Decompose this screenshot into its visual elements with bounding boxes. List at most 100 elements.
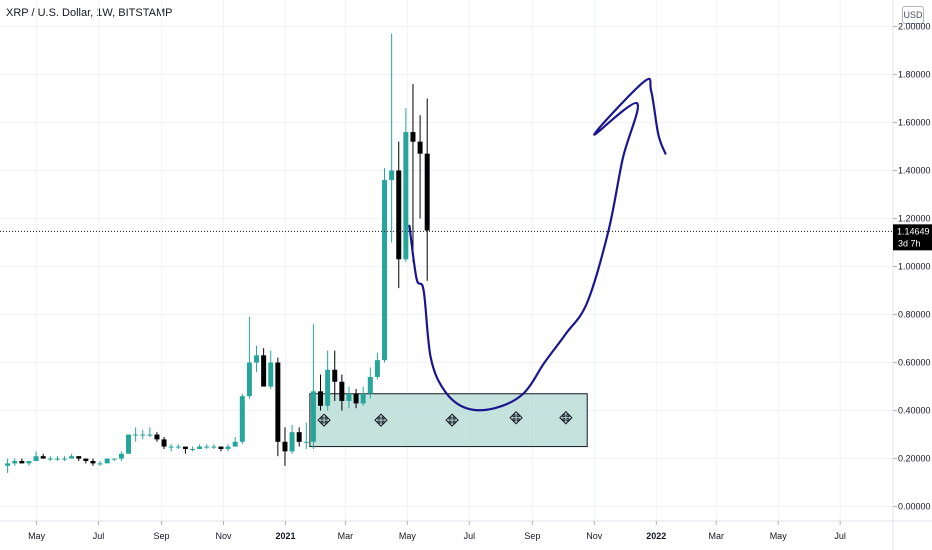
x-tick-label: 2022	[646, 531, 666, 541]
candle-body	[389, 170, 395, 181]
x-tick-label: May	[399, 531, 417, 541]
candle-body	[289, 432, 295, 452]
candle	[26, 460, 32, 466]
support-zone-layer	[309, 393, 588, 448]
marker-arrows	[559, 411, 573, 425]
marker-arrows	[445, 413, 459, 427]
candle-body	[232, 441, 238, 447]
candle	[104, 458, 110, 464]
candle	[19, 458, 25, 464]
candle	[389, 33, 395, 243]
four-way-arrow-icon	[445, 413, 459, 427]
candle-body	[417, 141, 423, 154]
candle	[232, 436, 238, 447]
candle-body	[154, 434, 160, 440]
candle	[190, 446, 196, 452]
candle-body	[282, 441, 288, 452]
candle-body	[204, 446, 210, 448]
candle	[69, 453, 75, 459]
candle	[161, 436, 167, 449]
four-way-arrow-icon	[317, 413, 331, 427]
x-tick-label: Sep	[154, 531, 170, 541]
marker-arrows	[317, 413, 331, 427]
x-tick-label: Mar	[338, 531, 354, 541]
candle-body	[325, 369, 331, 406]
candle-body	[26, 460, 32, 464]
candle-body	[403, 132, 409, 260]
x-tick-label: Mar	[708, 531, 724, 541]
candle	[47, 456, 53, 461]
candle	[339, 374, 345, 411]
four-way-arrow-icon	[509, 411, 523, 425]
candle-body	[104, 458, 110, 464]
support-zone-rectangle	[309, 393, 588, 448]
candle	[360, 386, 366, 406]
candle	[54, 456, 60, 461]
candle	[403, 108, 409, 262]
candle	[367, 367, 373, 399]
x-tick-label: May	[28, 531, 46, 541]
bar-countdown-label: 3d 7h	[898, 238, 921, 248]
candle	[374, 352, 380, 380]
y-tick-label: 1.60000	[898, 117, 931, 127]
candle-body	[33, 456, 39, 461]
candles	[5, 33, 430, 473]
last-price-badge: 1.14649 3d 7h	[893, 224, 932, 251]
candle	[154, 432, 160, 442]
x-tick-label: Sep	[524, 531, 540, 541]
candle-body	[367, 376, 373, 394]
candle-body	[47, 458, 53, 460]
x-tick-label: Jul	[93, 531, 105, 541]
x-tick-label: Nov	[586, 531, 603, 541]
grid	[0, 0, 893, 521]
candle-body	[133, 434, 139, 436]
candle-body	[332, 369, 338, 382]
candle	[12, 458, 18, 466]
y-tick-label: 1.20000	[898, 213, 931, 223]
marker-arrows	[374, 413, 388, 427]
candle	[396, 141, 402, 289]
candle	[346, 386, 352, 409]
candle	[282, 427, 288, 466]
candle	[76, 456, 82, 461]
candle-body	[218, 446, 224, 449]
candle	[382, 168, 388, 363]
candle	[246, 316, 252, 399]
candle-body	[346, 393, 352, 401]
candle-body	[318, 391, 324, 406]
currency-button[interactable]: USD	[902, 6, 924, 24]
candle-body	[126, 434, 132, 454]
candle	[90, 458, 96, 466]
candle	[175, 444, 181, 449]
candle-body	[211, 446, 217, 448]
candle	[5, 458, 11, 473]
price-axis[interactable]: 0.00000 0.20000 0.40000 0.60000 0.80000 1.000…	[893, 21, 931, 512]
x-tick-label: Jul	[834, 531, 846, 541]
y-tick-label: 0.00000	[898, 502, 931, 512]
candle-body	[339, 381, 345, 401]
candle	[332, 350, 338, 401]
candle	[33, 451, 39, 461]
candle	[417, 115, 423, 219]
time-axis[interactable]: May Jul Sep Nov 2021 Mar May Jul Sep Nov 2022 Mar Ma…	[28, 521, 846, 541]
candle-body	[147, 434, 153, 436]
candle-body	[254, 355, 260, 363]
candle-body	[374, 360, 380, 377]
candle	[254, 345, 260, 373]
y-tick-label: 0.40000	[898, 406, 931, 416]
candle-body	[246, 362, 252, 397]
y-tick-label: 0.80000	[898, 310, 931, 320]
candle-body	[396, 170, 402, 260]
candle	[211, 444, 217, 449]
candle-body	[118, 453, 124, 459]
candle	[239, 393, 245, 445]
four-way-arrow-icon	[559, 411, 573, 425]
candle	[325, 350, 331, 411]
projection-drawing[interactable]	[408, 77, 667, 412]
candle-body	[69, 456, 75, 459]
marker-arrows	[509, 411, 523, 425]
candle	[225, 444, 231, 452]
y-tick-label: 2.00000	[898, 21, 931, 31]
zone-markers	[317, 411, 573, 427]
